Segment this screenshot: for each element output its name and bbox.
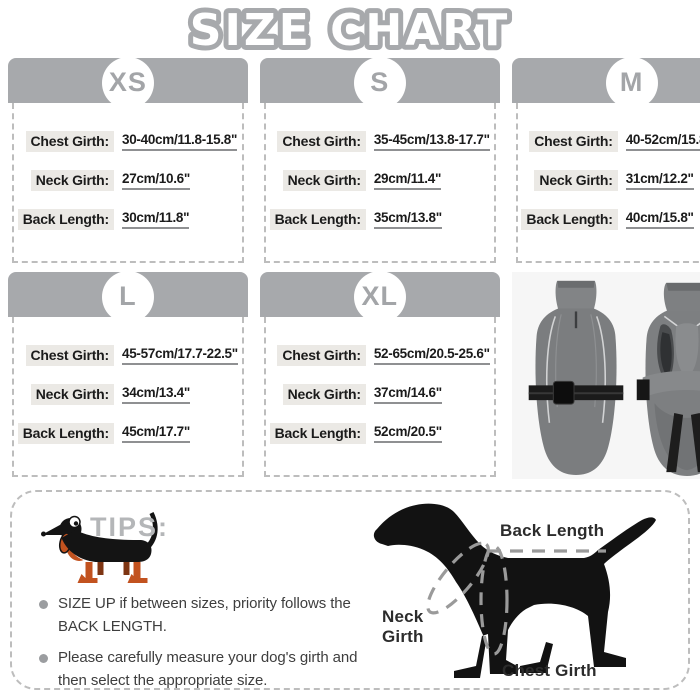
measurement-row: Chest Girth: 45-57cm/17.7-22.5"	[22, 345, 238, 366]
measurement-value: 31cm/12.2"	[625, 171, 694, 190]
size-card-header: XL	[259, 270, 500, 323]
measurement-value: 34cm/13.4"	[122, 385, 190, 404]
measurement-row: Back Length: 40cm/15.8"	[521, 209, 700, 230]
back-length-label: Back Length	[500, 521, 604, 540]
neck-girth-label-line1: Neck	[382, 607, 424, 626]
measurement-value: 52cm/20.5"	[373, 424, 442, 443]
measurement-label: Back Length:	[269, 423, 366, 444]
measurement-value: 40-52cm/15.8-20.5"	[625, 132, 700, 151]
measurement-value: 35-45cm/13.8-17.7"	[373, 132, 490, 151]
measurement-label: Neck Girth:	[30, 170, 114, 191]
neck-girth-line	[426, 541, 490, 615]
measurement-label: Back Length:	[17, 209, 114, 230]
tips-section: TIPS: SIZE UP if between sizes, priority…	[32, 502, 362, 699]
size-badge: M	[605, 56, 658, 109]
size-badge: L	[101, 270, 154, 323]
tips-bullet: Please carefully measure your dog's girt…	[32, 646, 362, 693]
coat-underside-photo	[636, 282, 700, 477]
size-card-body: Chest Girth: 35-45cm/13.8-17.7" Neck Gir…	[263, 103, 496, 263]
measurement-row: Neck Girth: 34cm/13.4"	[22, 384, 238, 405]
tips-list: SIZE UP if between sizes, priority follo…	[32, 592, 362, 692]
measurement-row: Chest Girth: 40-52cm/15.8-20.5"	[526, 131, 700, 152]
measurement-label: Chest Girth:	[25, 345, 114, 366]
size-badge: XS	[101, 56, 154, 109]
measurement-value: 40cm/15.8"	[625, 210, 694, 229]
measurement-label: Chest Girth:	[277, 131, 366, 152]
page-title: SIZE CHART	[0, 0, 700, 58]
size-card-s: S Chest Girth: 35-45cm/13.8-17.7" Neck G…	[259, 56, 500, 265]
measurement-label: Chest Girth:	[25, 131, 114, 152]
tips-illustration: TIPS:	[32, 502, 362, 590]
dog-silhouette	[373, 503, 656, 678]
measurement-row: Chest Girth: 35-45cm/13.8-17.7"	[274, 131, 490, 152]
measurement-row: Neck Girth: 37cm/14.6"	[274, 384, 490, 405]
title-text: SIZE CHART	[190, 5, 510, 56]
product-photos	[511, 272, 700, 479]
size-card-l: L Chest Girth: 45-57cm/17.7-22.5" Neck G…	[8, 270, 248, 479]
measurement-row: Back Length: 30cm/11.8"	[17, 209, 238, 230]
measurement-value: 52-65cm/20.5-25.6"	[373, 346, 490, 365]
measurement-value: 35cm/13.8"	[373, 210, 442, 229]
measurement-label: Back Length:	[17, 423, 114, 444]
measurement-row: Neck Girth: 29cm/11.4"	[274, 170, 490, 191]
tips-box: TIPS: SIZE UP if between sizes, priority…	[10, 490, 690, 690]
measurement-label: Neck Girth:	[30, 384, 114, 405]
size-badge: XL	[353, 270, 406, 323]
size-badge: S	[353, 56, 406, 109]
measurement-label: Back Length:	[521, 209, 618, 230]
coat-outer-photo	[528, 280, 624, 476]
size-card-header: XS	[8, 56, 248, 109]
size-card-header: M	[511, 56, 700, 109]
measurement-row: Back Length: 35cm/13.8"	[269, 209, 490, 230]
size-card-header: L	[8, 270, 248, 323]
measurement-value: 30cm/11.8"	[122, 210, 190, 229]
title-bubble-text: SIZE CHART	[185, 0, 512, 58]
measurement-row: Back Length: 45cm/17.7"	[17, 423, 238, 444]
measurement-label: Neck Girth:	[534, 170, 618, 191]
size-card-body: Chest Girth: 40-52cm/15.8-20.5" Neck Gir…	[515, 103, 700, 263]
measurement-label: Neck Girth:	[282, 384, 366, 405]
chest-girth-line	[479, 544, 509, 656]
measurement-row: Chest Girth: 52-65cm/20.5-25.6"	[274, 345, 490, 366]
measurement-value: 29cm/11.4"	[373, 171, 441, 190]
measurement-row: Neck Girth: 27cm/10.6"	[22, 170, 238, 191]
measurement-row: Chest Girth: 30-40cm/11.8-15.8"	[22, 131, 238, 152]
size-cards-grid: XS Chest Girth: 30-40cm/11.8-15.8" Neck …	[8, 56, 700, 479]
measurement-value: 30-40cm/11.8-15.8"	[122, 132, 237, 151]
tips-bullet: SIZE UP if between sizes, priority follo…	[32, 592, 362, 639]
measurement-label: Back Length:	[269, 209, 366, 230]
measurement-label: Chest Girth:	[277, 345, 366, 366]
measurement-value: 37cm/14.6"	[373, 385, 442, 404]
size-card-body: Chest Girth: 52-65cm/20.5-25.6" Neck Gir…	[263, 317, 496, 477]
dog-measurement-diagram: Back Length Neck Girth Chest Girth	[373, 503, 656, 680]
size-card-body: Chest Girth: 30-40cm/11.8-15.8" Neck Gir…	[12, 103, 244, 263]
measurement-value: 45-57cm/17.7-22.5"	[122, 346, 238, 365]
size-card-header: S	[259, 56, 500, 109]
tips-heading: TIPS:	[90, 512, 170, 542]
measurement-row: Neck Girth: 31cm/12.2"	[526, 170, 700, 191]
size-card-xl: XL Chest Girth: 52-65cm/20.5-25.6" Neck …	[259, 270, 500, 479]
measurement-label: Neck Girth:	[282, 170, 366, 191]
neck-girth-label-line2: Girth	[382, 627, 424, 646]
measurement-value: 27cm/10.6"	[122, 171, 190, 190]
size-card-body: Chest Girth: 45-57cm/17.7-22.5" Neck Gir…	[12, 317, 244, 477]
measurement-row: Back Length: 52cm/20.5"	[269, 423, 490, 444]
measurement-value: 45cm/17.7"	[122, 424, 190, 443]
dachshund-cartoon-icon	[41, 512, 158, 583]
size-card-xs: XS Chest Girth: 30-40cm/11.8-15.8" Neck …	[8, 56, 248, 265]
chest-girth-label: Chest Girth	[502, 661, 597, 680]
measurement-guides	[426, 541, 606, 656]
size-card-m: M Chest Girth: 40-52cm/15.8-20.5" Neck G…	[511, 56, 700, 265]
measurement-label: Chest Girth:	[529, 131, 618, 152]
